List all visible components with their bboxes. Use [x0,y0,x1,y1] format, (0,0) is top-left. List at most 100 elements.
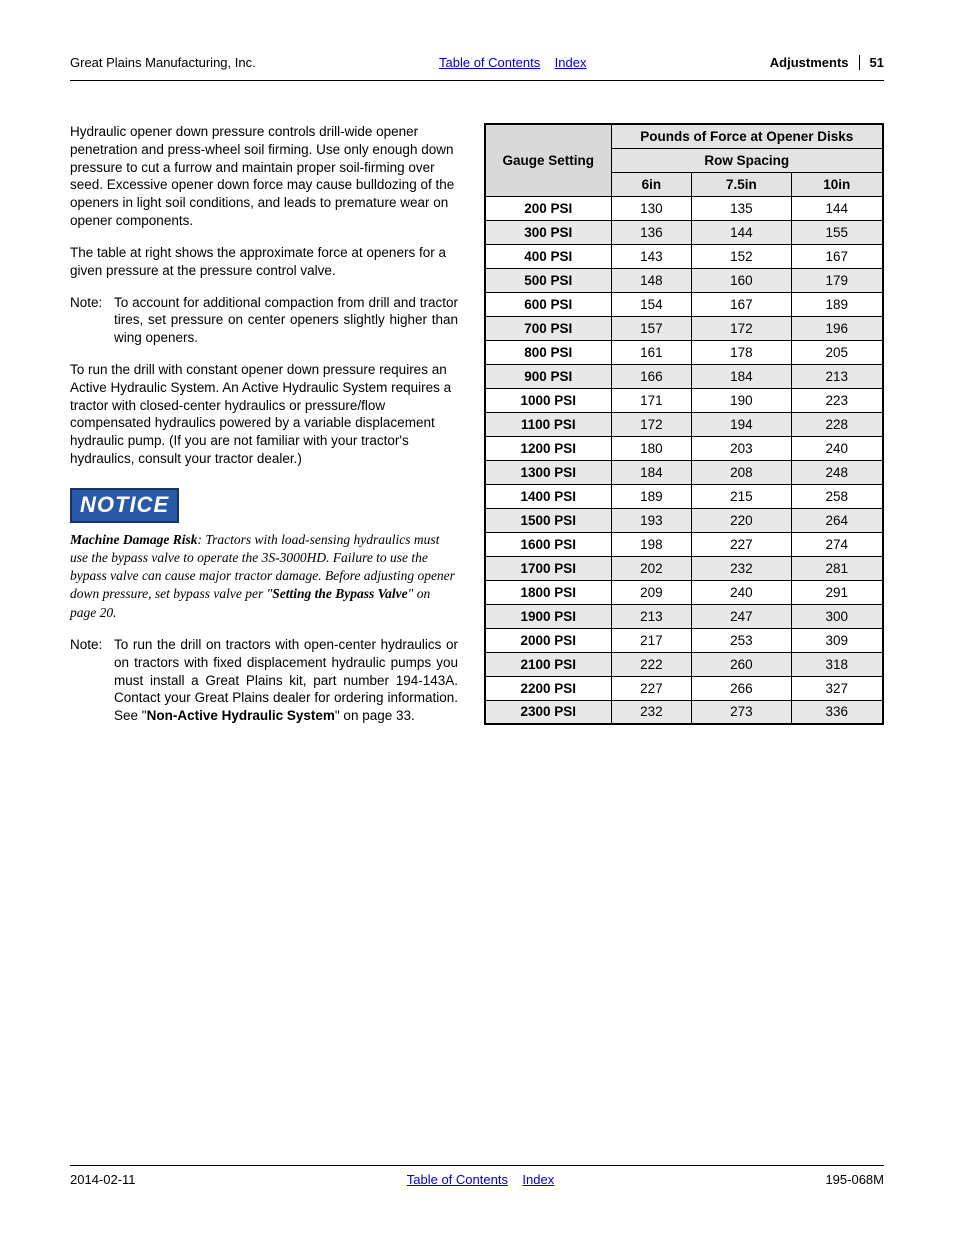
table-row: 1500 PSI193220264 [485,508,883,532]
note-2: Note: To run the drill on tractors with … [70,636,458,725]
note-label: Note: [70,294,114,347]
val-6in: 222 [611,652,692,676]
val-10in: 264 [791,508,883,532]
val-10in: 196 [791,316,883,340]
gauge-header: Gauge Setting [485,124,611,196]
val-10in: 155 [791,220,883,244]
table-row: 2100 PSI222260318 [485,652,883,676]
val-6in: 161 [611,340,692,364]
val-10in: 205 [791,340,883,364]
val-6in: 130 [611,196,692,220]
val-6in: 172 [611,412,692,436]
psi-cell: 1000 PSI [485,388,611,412]
val-10in: 144 [791,196,883,220]
main-header: Pounds of Force at Opener Disks [611,124,883,148]
psi-cell: 1100 PSI [485,412,611,436]
val-10in: 248 [791,460,883,484]
index-link[interactable]: Index [555,55,587,70]
val-7-5in: 260 [692,652,791,676]
val-10in: 223 [791,388,883,412]
col-7-5in: 7.5in [692,172,791,196]
val-7-5in: 232 [692,556,791,580]
val-10in: 300 [791,604,883,628]
psi-cell: 600 PSI [485,292,611,316]
table-row: 400 PSI143152167 [485,244,883,268]
psi-cell: 1500 PSI [485,508,611,532]
table-row: 1000 PSI171190223 [485,388,883,412]
page-number: 51 [860,55,884,70]
psi-cell: 800 PSI [485,340,611,364]
psi-cell: 2000 PSI [485,628,611,652]
psi-cell: 1900 PSI [485,604,611,628]
val-6in: 171 [611,388,692,412]
val-10in: 240 [791,436,883,460]
footer-index-link[interactable]: Index [522,1172,554,1187]
footer-toc-link[interactable]: Table of Contents [407,1172,508,1187]
val-6in: 157 [611,316,692,340]
left-column: Hydraulic opener down pressure controls … [70,123,458,739]
val-6in: 136 [611,220,692,244]
val-6in: 180 [611,436,692,460]
val-7-5in: 144 [692,220,791,244]
notice-lead: Machine Damage Risk [70,532,198,547]
table-row: 1600 PSI198227274 [485,532,883,556]
table-row: 500 PSI148160179 [485,268,883,292]
table-row: 1300 PSI184208248 [485,460,883,484]
val-7-5in: 273 [692,700,791,724]
table-row: 600 PSI154167189 [485,292,883,316]
toc-link[interactable]: Table of Contents [439,55,540,70]
note2-bold: Non-Active Hydraulic System [147,708,335,723]
psi-cell: 1400 PSI [485,484,611,508]
paragraph-1: Hydraulic opener down pressure controls … [70,123,458,230]
header-nav: Table of Contents Index [256,55,770,70]
val-10in: 167 [791,244,883,268]
val-6in: 213 [611,604,692,628]
val-7-5in: 184 [692,364,791,388]
header-right: Adjustments 51 [770,55,884,70]
paragraph-3: To run the drill with constant opener do… [70,361,458,468]
val-7-5in: 172 [692,316,791,340]
force-table: Gauge Setting Pounds of Force at Opener … [484,123,884,725]
row-spacing-header: Row Spacing [611,148,883,172]
psi-cell: 1600 PSI [485,532,611,556]
note-body: To run the drill on tractors with open-c… [114,636,458,725]
table-row: 2200 PSI227266327 [485,676,883,700]
val-7-5in: 152 [692,244,791,268]
psi-cell: 700 PSI [485,316,611,340]
psi-cell: 300 PSI [485,220,611,244]
val-7-5in: 190 [692,388,791,412]
col-10in: 10in [791,172,883,196]
val-10in: 228 [791,412,883,436]
val-10in: 258 [791,484,883,508]
table-row: 1200 PSI180203240 [485,436,883,460]
psi-cell: 1200 PSI [485,436,611,460]
val-6in: 217 [611,628,692,652]
notice-badge: NOTICE [70,488,179,523]
col-6in: 6in [611,172,692,196]
right-column: Gauge Setting Pounds of Force at Opener … [484,123,884,739]
val-7-5in: 215 [692,484,791,508]
val-10in: 336 [791,700,883,724]
val-6in: 143 [611,244,692,268]
val-6in: 227 [611,676,692,700]
val-10in: 281 [791,556,883,580]
table-row: 2300 PSI232273336 [485,700,883,724]
psi-cell: 400 PSI [485,244,611,268]
table-row: 800 PSI161178205 [485,340,883,364]
val-7-5in: 160 [692,268,791,292]
notice-ref: Setting the Bypass Valve [272,586,407,601]
footer-date: 2014-02-11 [70,1172,136,1187]
val-10in: 189 [791,292,883,316]
notice-text: Machine Damage Risk: Tractors with load-… [70,531,458,622]
val-7-5in: 178 [692,340,791,364]
content-columns: Hydraulic opener down pressure controls … [70,123,884,739]
note-body: To account for additional compaction fro… [114,294,458,347]
val-7-5in: 135 [692,196,791,220]
table-row: 900 PSI166184213 [485,364,883,388]
val-10in: 327 [791,676,883,700]
table-row: 2000 PSI217253309 [485,628,883,652]
table-row: 700 PSI157172196 [485,316,883,340]
val-7-5in: 167 [692,292,791,316]
val-6in: 184 [611,460,692,484]
psi-cell: 2300 PSI [485,700,611,724]
